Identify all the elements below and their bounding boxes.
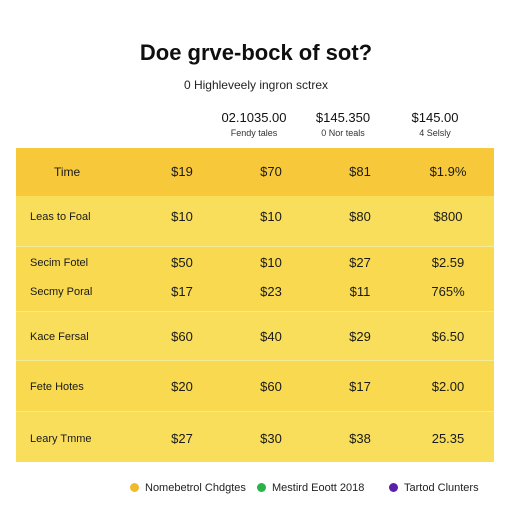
table-cell: $10 [260, 209, 282, 224]
column-header-label: 4 Selsly [419, 128, 451, 138]
column-header-1: 02.1035.00 Fendy tales [209, 110, 299, 140]
legend-label: Nomebetrol Chdgtes [145, 482, 246, 494]
row-divider [16, 411, 494, 412]
column-header-label: 0 Nor teals [321, 128, 365, 138]
table-row: Secim Fotel $50 $10 $27 $2.59 [16, 253, 494, 273]
legend: Nomebetrol Chdgtes Mestird Eoott 2018 Ta… [0, 478, 512, 498]
legend-label: Tartod Clunters [404, 482, 479, 494]
table-cell: $27 [349, 255, 371, 270]
table-row: Secmy Poral $17 $23 $11 765% [16, 282, 494, 302]
table-header-band [16, 148, 494, 196]
table-cell: $81 [349, 164, 371, 179]
table-cell: $800 [433, 209, 463, 224]
data-table: Time $19 $70 $81 $1.9% Leas to Foal $10 … [16, 148, 494, 462]
table-cell: $29 [349, 329, 371, 344]
table-cell: $60 [171, 329, 193, 344]
legend-dot-icon [257, 482, 266, 492]
table-cell: $2.59 [431, 255, 465, 270]
legend-label: Mestird Eoott 2018 [272, 482, 365, 494]
legend-dot-icon [389, 482, 398, 492]
table-cell: $38 [349, 431, 371, 446]
column-header-value: $145.00 [411, 110, 459, 125]
column-header-2: $145.350 0 Nor teals [298, 110, 388, 140]
table-cell: $6.50 [431, 329, 465, 344]
table-row: Fete Hotes $20 $60 $17 $2.00 [16, 377, 494, 397]
table-cell: $1.9% [429, 164, 467, 179]
table-cell: $20 [171, 379, 193, 394]
row-label: Leary Tmme [30, 433, 92, 445]
table-cell: $19 [171, 164, 193, 179]
row-divider [16, 246, 494, 247]
table-cell: $60 [260, 379, 282, 394]
table-cell: $80 [349, 209, 371, 224]
row-label: Secim Fotel [30, 257, 89, 269]
table-band [16, 412, 494, 462]
legend-item: Nomebetrol Chdgtes [130, 478, 246, 498]
row-divider [16, 360, 494, 361]
table-cell: $11 [349, 284, 371, 299]
table-cell: $23 [260, 284, 282, 299]
table-band [16, 247, 494, 311]
table-cell: 765% [431, 284, 465, 299]
table-row: Leary Tmme $27 $30 $38 25.35 [16, 429, 494, 449]
row-label: Time [54, 165, 81, 179]
row-divider [16, 311, 494, 312]
row-label: Leas to Foal [30, 211, 91, 223]
page-title: Doe grve-bock of sot? [139, 40, 373, 65]
table-cell: $40 [260, 329, 282, 344]
table-cell: $17 [171, 284, 193, 299]
table-band [16, 361, 494, 411]
page-subtitle: 0 Highleveely ingron sctrex [183, 78, 329, 92]
table-row: Kace Fersal $60 $40 $29 $6.50 [16, 327, 494, 347]
table-cell: $50 [171, 255, 193, 270]
row-label: Secmy Poral [30, 286, 93, 298]
table-cell: $10 [171, 209, 193, 224]
table-band [16, 312, 494, 360]
table-cell: $27 [171, 431, 193, 446]
column-header-value: $145.350 [315, 110, 371, 125]
legend-item: Mestird Eoott 2018 [257, 478, 364, 498]
column-headers: 02.1035.00 Fendy tales $145.350 0 Nor te… [0, 110, 512, 144]
column-header-3: $145.00 4 Selsly [390, 110, 480, 140]
table-cell: $2.00 [431, 379, 465, 394]
row-label: Kace Fersal [30, 331, 89, 343]
table-cell: 25.35 [431, 431, 465, 446]
legend-dot-icon [130, 482, 139, 492]
table-cell: $17 [349, 379, 371, 394]
column-header-label: Fendy tales [230, 128, 278, 138]
table-row: Leas to Foal $10 $10 $80 $800 [16, 207, 494, 227]
table-cell: $70 [260, 164, 282, 179]
row-label: Fete Hotes [30, 381, 84, 393]
table-band [16, 196, 494, 246]
table-cell: $30 [260, 431, 282, 446]
table-cell: $10 [260, 255, 282, 270]
column-header-value: 02.1035.00 [221, 110, 287, 125]
legend-item: Tartod Clunters [389, 478, 479, 498]
table-header-row: Time $19 $70 $81 $1.9% [16, 162, 494, 182]
